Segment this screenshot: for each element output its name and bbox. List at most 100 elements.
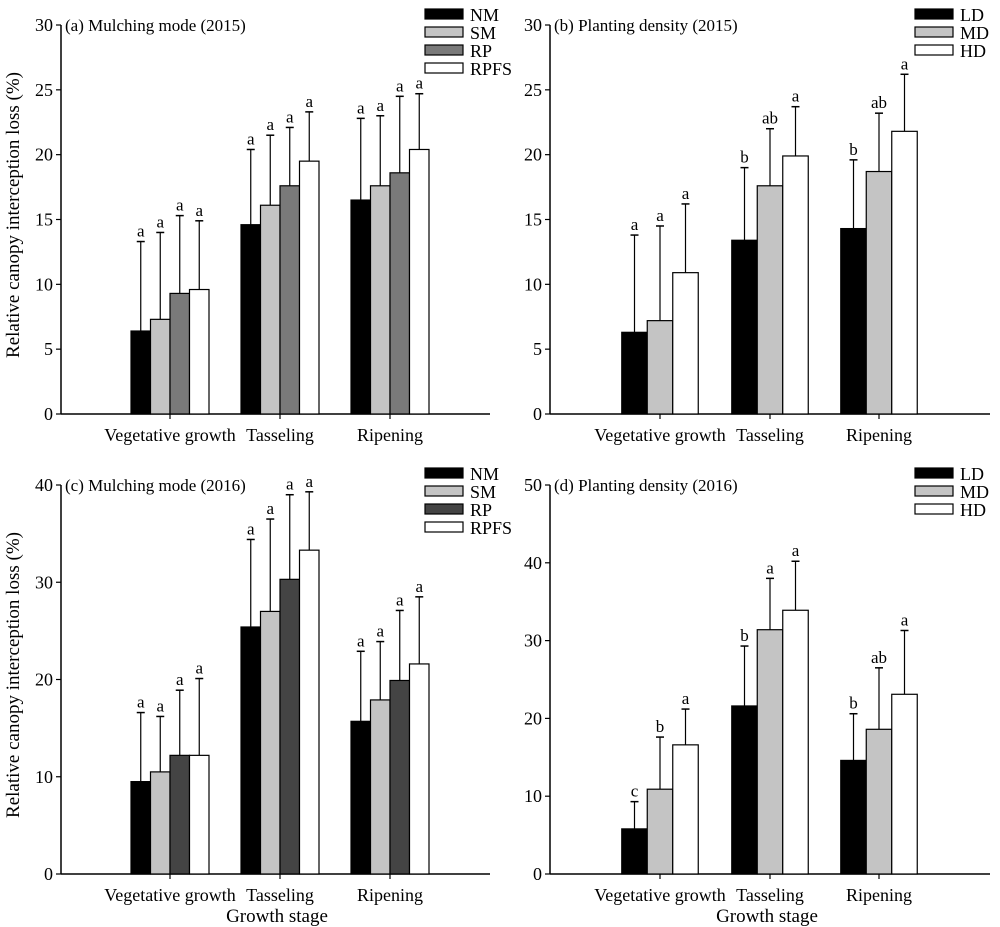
bar-sm	[149, 318, 171, 415]
bar-hd	[891, 693, 918, 875]
bar-hd	[782, 155, 809, 415]
significance-letter: b	[849, 140, 858, 159]
bar-rpfs	[408, 148, 430, 415]
bar-sm	[369, 699, 391, 875]
bar-ld	[731, 239, 758, 415]
legend-swatch-hd	[914, 503, 954, 515]
significance-letter: b	[740, 626, 749, 645]
y-tick-label: 10	[524, 786, 542, 806]
bar-nm	[130, 330, 152, 415]
y-tick-label: 40	[35, 475, 53, 495]
legend-swatch-rp	[424, 44, 464, 56]
significance-letter: a	[682, 184, 690, 203]
bar-md	[646, 788, 674, 875]
significance-letter: a	[631, 215, 639, 234]
significance-letter: ab	[871, 93, 887, 112]
bar-ld	[621, 331, 648, 415]
bar-rp	[389, 679, 411, 875]
y-tick-label: 30	[35, 572, 53, 592]
bar-nm	[350, 720, 372, 875]
bar-rp	[169, 292, 191, 415]
y-tick-label: 25	[35, 80, 53, 100]
bar-rp	[389, 172, 411, 415]
y-tick-label: 0	[44, 864, 53, 884]
bar-hd	[672, 744, 699, 875]
legend-swatch-sm	[424, 485, 464, 497]
legend-swatch-rpfs	[424, 521, 464, 533]
x-tick-label: Vegetative growth	[594, 885, 725, 905]
y-tick-label: 20	[35, 670, 53, 690]
legend-label: SM	[470, 23, 496, 43]
significance-letter: b	[849, 694, 858, 713]
panel-title: (d) Planting density (2016)	[554, 476, 738, 495]
y-tick-label: 15	[35, 210, 53, 230]
legend-label: LD	[960, 464, 984, 484]
significance-letter: a	[286, 475, 294, 494]
legend-swatch-rp	[424, 503, 464, 515]
significance-letter: a	[415, 577, 423, 596]
x-tick-label: Tasseling	[736, 425, 804, 445]
bar-ld	[840, 227, 867, 415]
significance-letter: a	[286, 107, 294, 126]
y-tick-label: 15	[524, 210, 542, 230]
y-tick-label: 25	[524, 80, 542, 100]
panel-title: (a) Mulching mode (2015)	[65, 16, 246, 35]
significance-letter: a	[156, 212, 164, 231]
significance-letter: a	[305, 92, 313, 111]
significance-letter: a	[247, 129, 255, 148]
y-tick-label: 0	[533, 864, 542, 884]
legend-swatch-md	[914, 485, 954, 497]
legend-swatch-hd	[914, 44, 954, 56]
y-tick-label: 0	[533, 404, 542, 424]
significance-letter: a	[396, 76, 404, 95]
bar-ld	[840, 759, 867, 875]
y-tick-label: 10	[35, 767, 53, 787]
y-tick-label: 20	[35, 145, 53, 165]
significance-letter: a	[901, 610, 909, 629]
x-tick-label: Ripening	[357, 885, 423, 905]
legend-label: RPFS	[470, 59, 512, 79]
significance-letter: a	[305, 472, 313, 491]
bar-md	[756, 629, 784, 875]
y-tick-label: 20	[524, 708, 542, 728]
legend-swatch-ld	[914, 467, 954, 479]
significance-letter: a	[266, 115, 274, 134]
y-tick-label: 0	[44, 404, 53, 424]
significance-letter: a	[901, 54, 909, 73]
significance-letter: a	[682, 689, 690, 708]
panel-title: (c) Mulching mode (2016)	[65, 476, 246, 495]
x-tick-label: Vegetative growth	[104, 425, 235, 445]
significance-letter: a	[195, 201, 203, 220]
legend-swatch-ld	[914, 8, 954, 20]
significance-letter: c	[631, 782, 639, 801]
panel-b: 0 5 10 15 20 25 30 (b) Planting density (2015) V…	[524, 5, 990, 445]
legend-swatch-rpfs	[424, 62, 464, 74]
legend-label: LD	[960, 5, 984, 25]
bar-rp	[279, 185, 301, 415]
legend-label: RP	[470, 41, 492, 61]
significance-letter: a	[247, 519, 255, 538]
significance-letter: a	[357, 631, 365, 650]
significance-letter: a	[176, 196, 184, 215]
y-tick-label: 10	[524, 274, 542, 294]
bar-rp	[169, 754, 191, 875]
legend-label: SM	[470, 482, 496, 502]
bar-ld	[621, 828, 648, 875]
significance-letter: a	[792, 541, 800, 560]
y-tick-label: 30	[524, 631, 542, 651]
bar-ld	[731, 705, 758, 875]
x-tick-label: Vegetative growth	[104, 885, 235, 905]
x-tick-label: Vegetative growth	[594, 425, 725, 445]
bar-nm	[130, 781, 152, 875]
significance-letter: a	[195, 659, 203, 678]
bar-hd	[782, 609, 809, 875]
legend-label: NM	[470, 5, 499, 25]
significance-letter: ab	[762, 109, 778, 128]
significance-letter: a	[357, 98, 365, 117]
legend-swatch-md	[914, 26, 954, 38]
y-tick-label: 30	[35, 15, 53, 35]
panel-d: 0 10 20 30 40 50 (d) Planting density (2016) Ve…	[524, 464, 990, 905]
significance-letter: a	[137, 222, 145, 241]
bar-nm	[240, 626, 262, 875]
